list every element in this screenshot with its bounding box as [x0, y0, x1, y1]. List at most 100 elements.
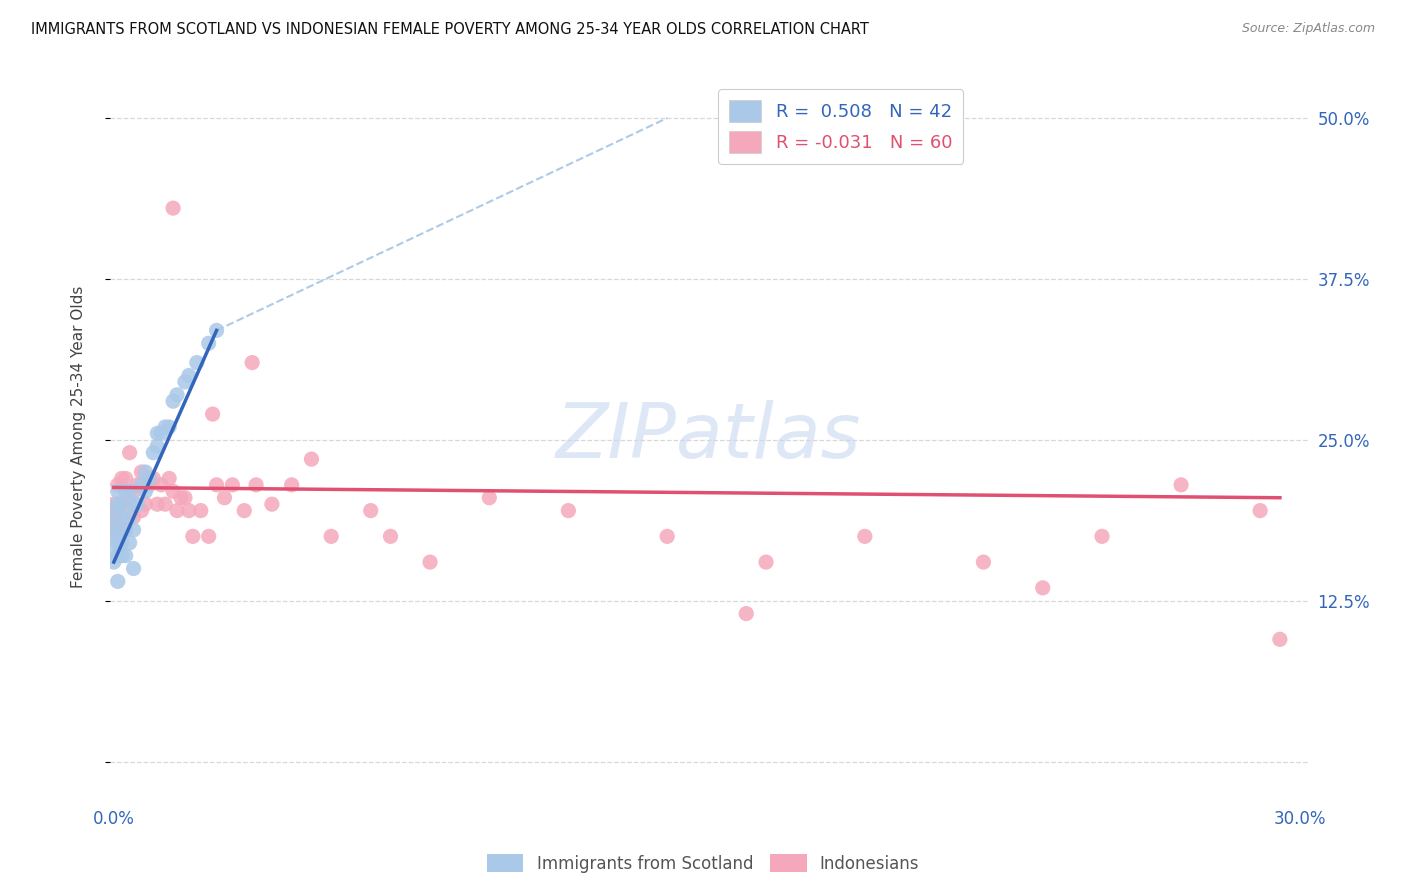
- Point: [103, 503, 125, 517]
- Point: [118, 497, 141, 511]
- Point: [111, 497, 134, 511]
- Point: [181, 529, 204, 543]
- Point: [107, 549, 129, 563]
- Point: [131, 503, 153, 517]
- Point: [111, 510, 134, 524]
- Point: [118, 484, 141, 499]
- Point: [122, 497, 145, 511]
- Point: [157, 420, 180, 434]
- Point: [111, 536, 134, 550]
- Legend: Immigrants from Scotland, Indonesians: Immigrants from Scotland, Indonesians: [479, 847, 927, 880]
- Point: [245, 478, 267, 492]
- Point: [853, 529, 876, 543]
- Point: [214, 491, 236, 505]
- Point: [162, 484, 184, 499]
- Point: [103, 542, 125, 557]
- Point: [142, 445, 165, 459]
- Point: [107, 574, 129, 589]
- Point: [1091, 529, 1114, 543]
- Point: [146, 426, 169, 441]
- Point: [478, 491, 501, 505]
- Point: [280, 478, 302, 492]
- Point: [419, 555, 441, 569]
- Point: [107, 497, 129, 511]
- Point: [153, 420, 176, 434]
- Point: [174, 375, 197, 389]
- Point: [150, 478, 173, 492]
- Point: [174, 491, 197, 505]
- Point: [972, 555, 994, 569]
- Point: [142, 471, 165, 485]
- Point: [114, 484, 136, 499]
- Text: Source: ZipAtlas.com: Source: ZipAtlas.com: [1241, 22, 1375, 36]
- Point: [301, 452, 323, 467]
- Point: [114, 471, 136, 485]
- Point: [1268, 632, 1291, 647]
- Point: [103, 497, 125, 511]
- Text: ZIPatlas: ZIPatlas: [555, 400, 862, 474]
- Point: [103, 510, 125, 524]
- Point: [107, 516, 129, 531]
- Point: [233, 503, 256, 517]
- Point: [150, 426, 173, 441]
- Point: [114, 523, 136, 537]
- Point: [118, 445, 141, 459]
- Point: [190, 503, 212, 517]
- Point: [146, 497, 169, 511]
- Point: [197, 529, 219, 543]
- Point: [197, 336, 219, 351]
- Point: [240, 355, 263, 369]
- Point: [162, 394, 184, 409]
- Point: [107, 529, 129, 543]
- Point: [122, 510, 145, 524]
- Point: [114, 549, 136, 563]
- Point: [157, 471, 180, 485]
- Point: [186, 355, 208, 369]
- Point: [122, 523, 145, 537]
- Point: [122, 561, 145, 575]
- Point: [166, 503, 188, 517]
- Point: [103, 555, 125, 569]
- Point: [170, 491, 193, 505]
- Point: [114, 523, 136, 537]
- Legend: R =  0.508   N = 42, R = -0.031   N = 60: R = 0.508 N = 42, R = -0.031 N = 60: [718, 89, 963, 164]
- Point: [1249, 503, 1271, 517]
- Point: [138, 478, 160, 492]
- Point: [118, 536, 141, 550]
- Point: [111, 549, 134, 563]
- Point: [131, 478, 153, 492]
- Point: [131, 465, 153, 479]
- Point: [657, 529, 679, 543]
- Text: IMMIGRANTS FROM SCOTLAND VS INDONESIAN FEMALE POVERTY AMONG 25-34 YEAR OLDS CORR: IMMIGRANTS FROM SCOTLAND VS INDONESIAN F…: [31, 22, 869, 37]
- Point: [221, 478, 243, 492]
- Point: [755, 555, 778, 569]
- Point: [134, 484, 156, 499]
- Point: [134, 465, 156, 479]
- Point: [1170, 478, 1192, 492]
- Point: [162, 201, 184, 215]
- Point: [380, 529, 402, 543]
- Point: [153, 497, 176, 511]
- Y-axis label: Female Poverty Among 25-34 Year Olds: Female Poverty Among 25-34 Year Olds: [72, 285, 86, 588]
- Point: [111, 471, 134, 485]
- Point: [205, 323, 228, 337]
- Point: [103, 516, 125, 531]
- Point: [107, 503, 129, 517]
- Point: [103, 523, 125, 537]
- Point: [177, 368, 200, 383]
- Point: [127, 497, 149, 511]
- Point: [107, 536, 129, 550]
- Point: [557, 503, 579, 517]
- Point: [134, 497, 156, 511]
- Point: [107, 484, 129, 499]
- Point: [107, 478, 129, 492]
- Point: [205, 478, 228, 492]
- Point: [138, 471, 160, 485]
- Point: [321, 529, 343, 543]
- Point: [122, 484, 145, 499]
- Point: [127, 478, 149, 492]
- Point: [118, 510, 141, 524]
- Point: [1032, 581, 1054, 595]
- Point: [166, 388, 188, 402]
- Point: [111, 497, 134, 511]
